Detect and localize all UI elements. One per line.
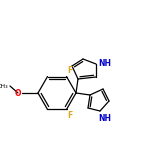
Text: NH: NH <box>98 59 111 69</box>
Text: F: F <box>67 66 73 74</box>
Text: O: O <box>14 88 21 97</box>
Text: CH₃: CH₃ <box>0 83 8 88</box>
Text: F: F <box>67 111 73 120</box>
Text: NH: NH <box>98 114 111 123</box>
